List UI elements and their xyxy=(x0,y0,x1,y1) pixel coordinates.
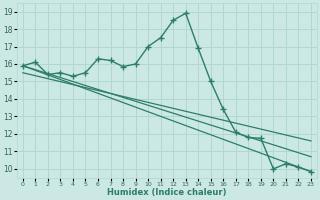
X-axis label: Humidex (Indice chaleur): Humidex (Indice chaleur) xyxy=(107,188,227,197)
